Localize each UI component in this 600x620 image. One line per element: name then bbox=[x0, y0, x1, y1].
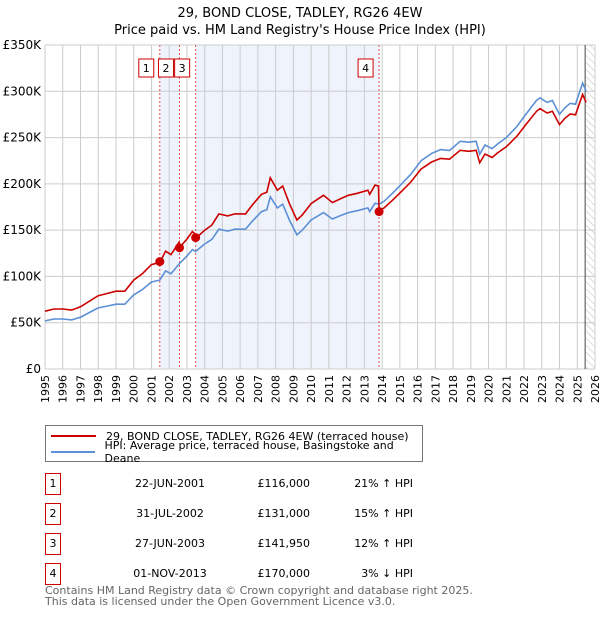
property-price-line bbox=[44, 92, 587, 312]
sale-number: 4 bbox=[45, 563, 61, 585]
x-tick-label: 2024 bbox=[554, 375, 567, 403]
y-tick-label: £0 bbox=[26, 362, 41, 376]
x-tick-label: 2007 bbox=[252, 375, 265, 403]
x-tick-label: 2020 bbox=[483, 375, 496, 403]
y-tick-label: £300K bbox=[3, 84, 43, 98]
x-tick-label: 2023 bbox=[536, 375, 549, 403]
sale-label-number: 2 bbox=[162, 62, 169, 75]
sale-number: 2 bbox=[45, 503, 61, 525]
sale-point bbox=[374, 207, 384, 217]
y-tick-label: £150K bbox=[3, 223, 43, 237]
legend-swatch-red bbox=[51, 435, 96, 437]
x-tick-label: 1995 bbox=[39, 375, 52, 403]
x-tick-label: 2010 bbox=[305, 375, 318, 403]
chart-subtitle: Price paid vs. HM Land Registry's House … bbox=[114, 23, 486, 38]
y-tick-label: £100K bbox=[3, 269, 43, 283]
y-tick-label: £50K bbox=[10, 316, 42, 330]
sale-date: 22-JUN-2001 bbox=[134, 477, 206, 490]
sale-point bbox=[155, 257, 165, 267]
x-tick-label: 2013 bbox=[358, 375, 371, 403]
sale-hpi-diff: 12% ↑ HPI bbox=[354, 537, 413, 550]
sale-row: 4 01-NOV-2013 £170,000 3% ↓ HPI bbox=[45, 563, 445, 585]
price-chart: 1995 1996 1997 1998 1999 2000 2001 2002 2003 2004… bbox=[3, 38, 600, 403]
sale-label-number: 4 bbox=[362, 62, 369, 75]
x-tick-label: 2026 bbox=[589, 375, 600, 403]
sale-point bbox=[191, 233, 201, 243]
sale-label-box bbox=[157, 58, 174, 78]
sale-price: £141,950 bbox=[257, 537, 311, 550]
sale-number: 1 bbox=[45, 473, 61, 495]
x-tick-label: 2017 bbox=[429, 375, 442, 403]
sale-label-box bbox=[174, 58, 191, 78]
x-tick-label: 2002 bbox=[163, 375, 176, 403]
x-tick-label: 2019 bbox=[465, 375, 478, 403]
x-tick-label: 2012 bbox=[341, 375, 354, 403]
y-tick-label: £200K bbox=[3, 177, 43, 191]
x-tick-label: 1999 bbox=[110, 375, 123, 403]
sale-hpi-diff: 21% ↑ HPI bbox=[354, 477, 413, 490]
x-tick-label: 2022 bbox=[518, 375, 531, 403]
sale-number: 3 bbox=[45, 533, 61, 555]
sale-row: 1 22-JUN-2001 £116,000 21% ↑ HPI bbox=[45, 473, 445, 495]
sale-row: 2 31-JUL-2002 £131,000 15% ↑ HPI bbox=[45, 503, 445, 525]
legend-label-hpi: HPI: Average price, terraced house, Basi… bbox=[104, 439, 394, 465]
x-tick-label: 2006 bbox=[234, 375, 247, 403]
y-tick-label: £350K bbox=[3, 38, 43, 52]
x-tick-label: 1998 bbox=[92, 375, 105, 403]
sale-date: 31-JUL-2002 bbox=[136, 507, 204, 520]
sale-label-box bbox=[138, 58, 155, 78]
sale-price: £170,000 bbox=[257, 567, 311, 580]
sale-hpi-diff: 15% ↑ HPI bbox=[354, 507, 413, 520]
x-tick-label: 2000 bbox=[128, 375, 141, 403]
sale-label-box bbox=[357, 58, 374, 78]
legend: 29, BOND CLOSE, TADLEY, RG26 4EW (terrac… bbox=[45, 425, 423, 465]
hpi-line bbox=[44, 80, 587, 322]
sale-row: 3 27-JUN-2003 £141,950 12% ↑ HPI bbox=[45, 533, 445, 555]
sale-hpi-diff: 3% ↓ HPI bbox=[361, 567, 413, 580]
x-tick-label: 2003 bbox=[181, 375, 194, 403]
chart-title: 29, BOND CLOSE, TADLEY, RG26 4EW bbox=[177, 6, 423, 21]
x-tick-label: 2015 bbox=[394, 375, 407, 403]
legend-item-property: 29, BOND CLOSE, TADLEY, RG26 4EW (terrac… bbox=[46, 428, 409, 444]
x-tick-label: 2008 bbox=[270, 375, 283, 403]
future-hatch-region bbox=[586, 45, 595, 369]
footer-licence: This data is licensed under the Open Gov… bbox=[45, 595, 396, 608]
sale-price: £116,000 bbox=[257, 477, 311, 490]
x-tick-label: 1996 bbox=[57, 375, 70, 403]
x-tick-label: 2014 bbox=[376, 375, 389, 403]
sale-date: 27-JUN-2003 bbox=[134, 537, 206, 550]
footer-copyright: Contains HM Land Registry data © Crown c… bbox=[45, 584, 473, 597]
x-tick-label: 2005 bbox=[216, 375, 229, 403]
x-tick-label: 1997 bbox=[74, 375, 87, 403]
legend-swatch-blue bbox=[51, 451, 95, 453]
x-tick-label: 2001 bbox=[145, 375, 158, 403]
y-tick-label: £250K bbox=[3, 131, 43, 145]
sale-price: £131,000 bbox=[257, 507, 311, 520]
x-tick-label: 2016 bbox=[412, 375, 425, 403]
legend-item-hpi: HPI: Average price, terraced house, Basi… bbox=[46, 439, 422, 465]
x-tick-label: 2009 bbox=[287, 375, 300, 403]
legend-label-property: 29, BOND CLOSE, TADLEY, RG26 4EW (terrac… bbox=[106, 429, 409, 443]
x-tick-label: 2004 bbox=[199, 375, 212, 403]
sale-period-shading bbox=[195, 45, 380, 369]
x-tick-label: 2011 bbox=[323, 375, 336, 403]
x-tick-label: 2025 bbox=[571, 375, 584, 403]
x-tick-label: 2021 bbox=[500, 375, 513, 403]
x-tick-label: 2018 bbox=[447, 375, 460, 403]
sale-date: 01-NOV-2013 bbox=[133, 567, 207, 580]
sale-label-number: 1 bbox=[143, 62, 150, 75]
sale-label-number: 3 bbox=[179, 62, 186, 75]
sale-point bbox=[174, 243, 184, 253]
